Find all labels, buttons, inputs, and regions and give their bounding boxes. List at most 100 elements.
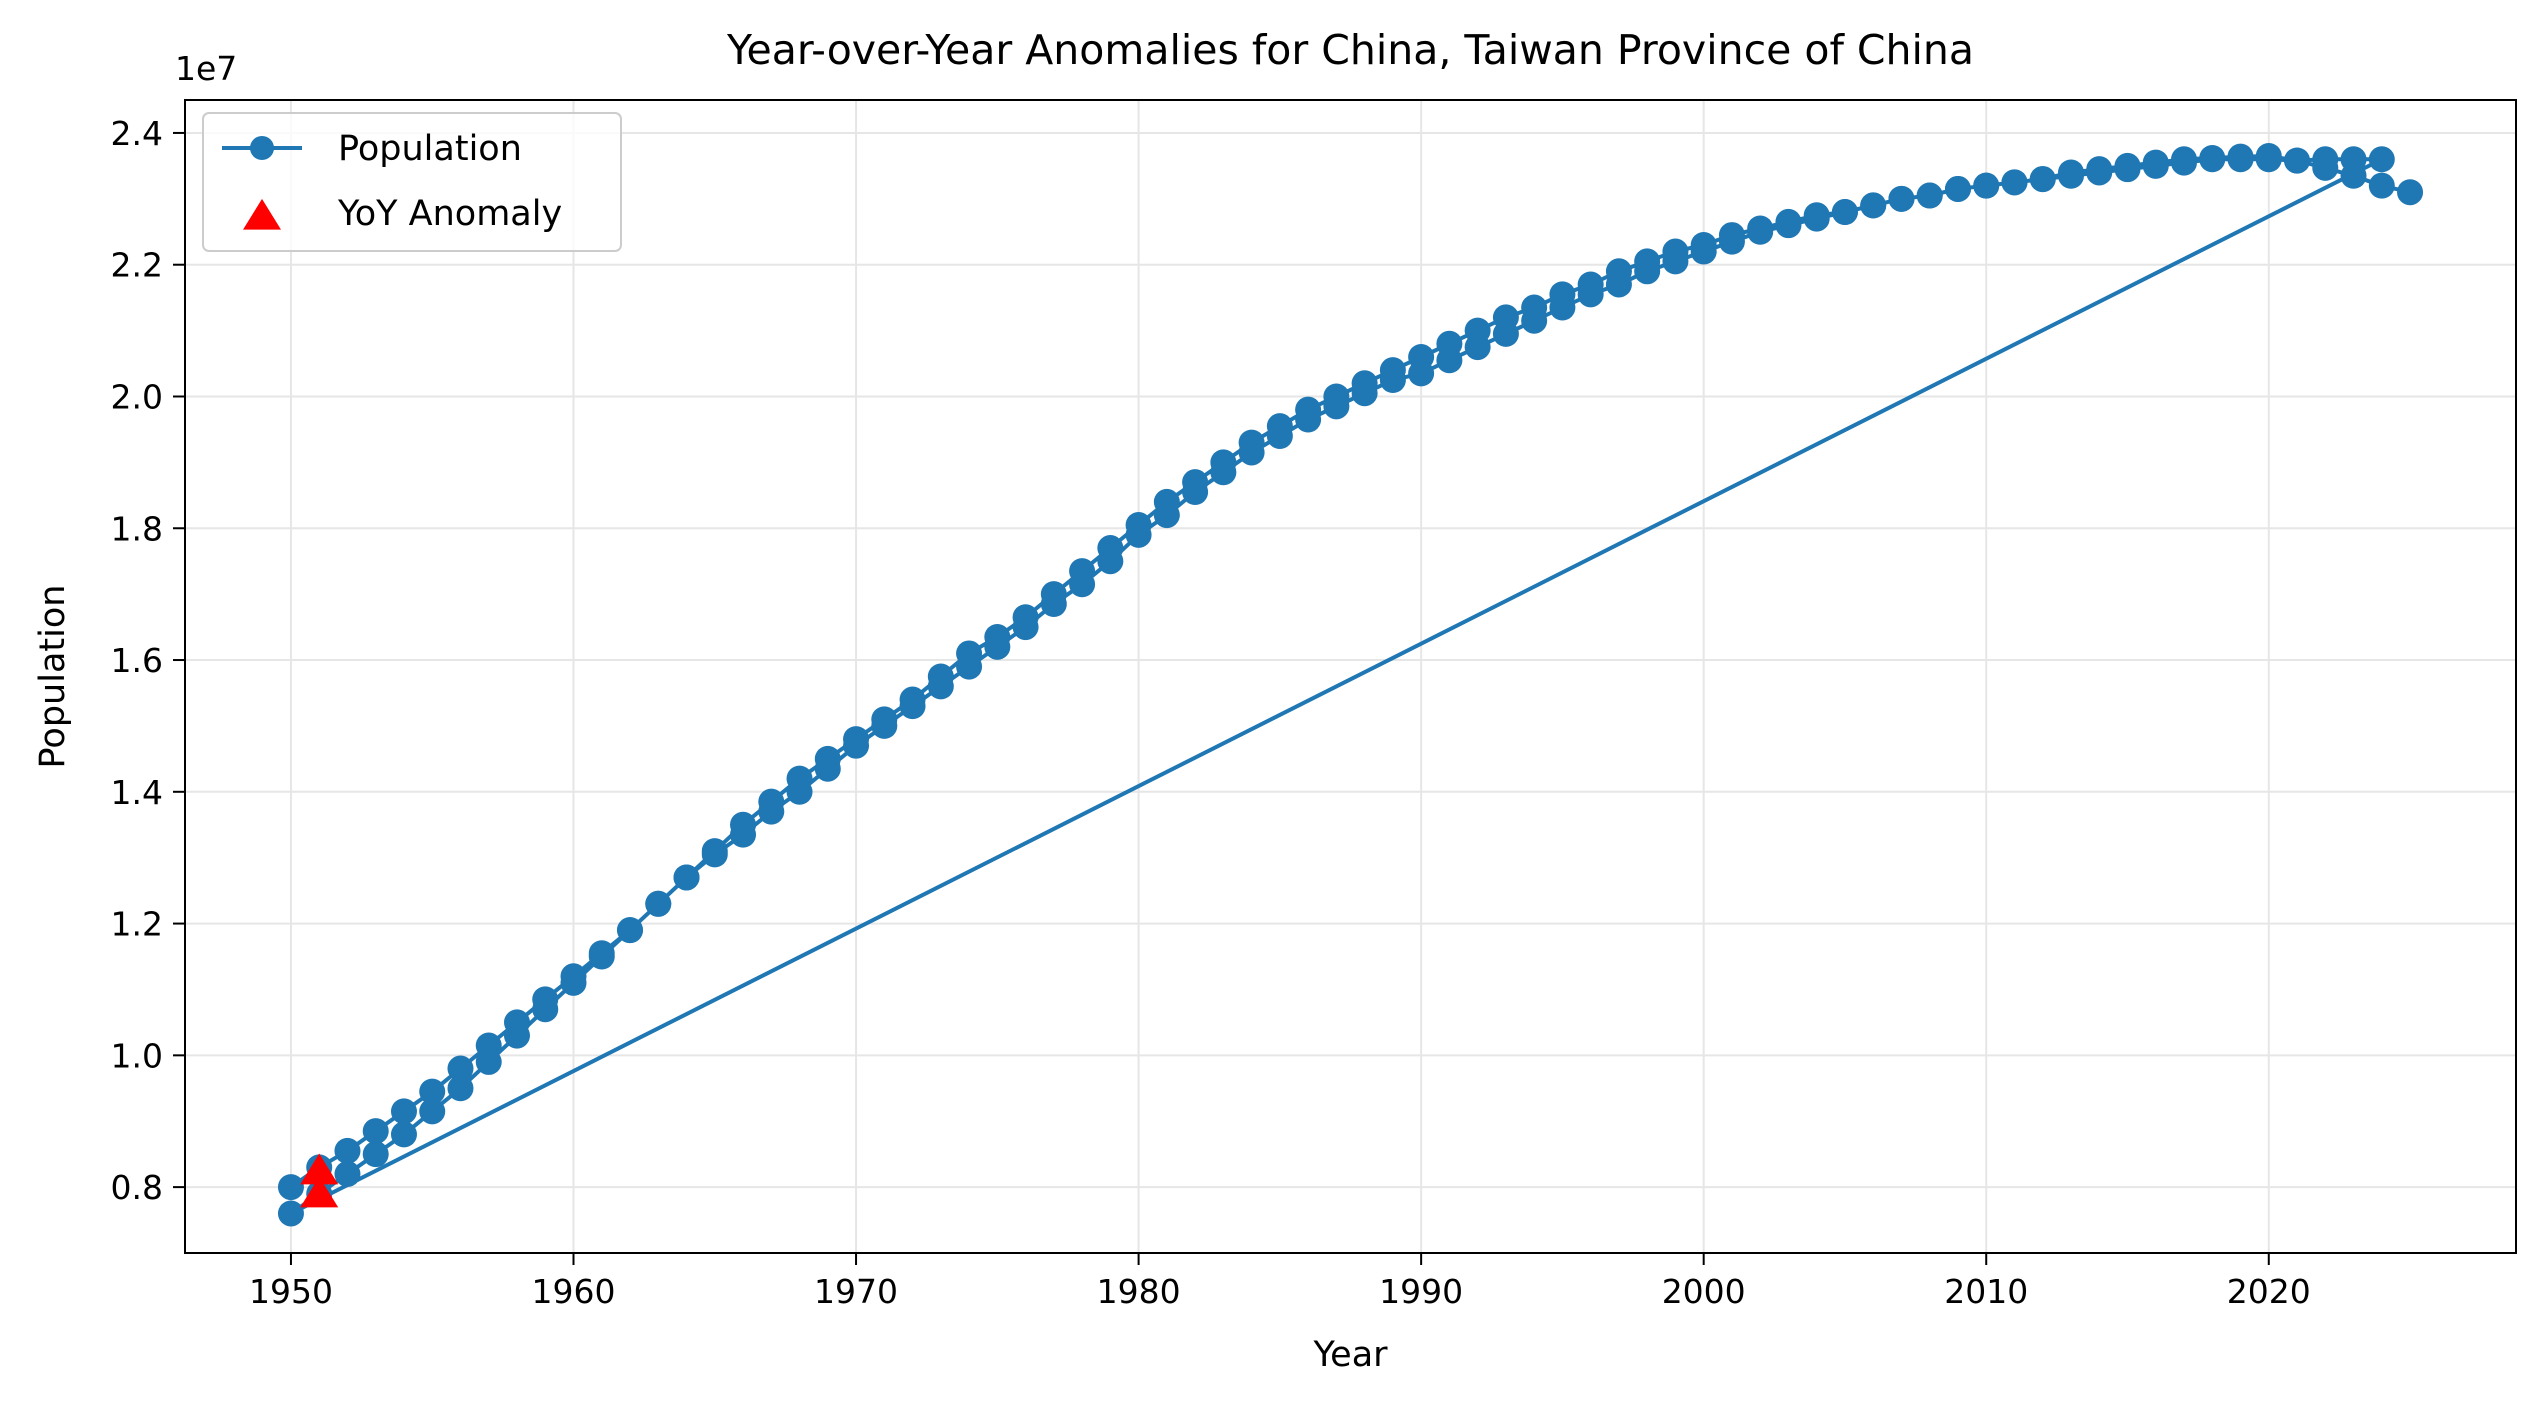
- population-point: [419, 1098, 446, 1125]
- population-point: [701, 841, 728, 868]
- population-point: [1492, 320, 1519, 347]
- population-point: [1521, 307, 1548, 334]
- population-point: [2114, 156, 2141, 183]
- legend-anomaly-swatch: [243, 198, 281, 230]
- population-point: [984, 633, 1011, 660]
- chart-title: Year-over-Year Anomalies for China, Taiw…: [726, 26, 1974, 74]
- population-point: [1379, 367, 1406, 394]
- population-point: [1831, 199, 1858, 226]
- population-point: [617, 917, 644, 944]
- population-point: [1973, 172, 2000, 199]
- population-point: [927, 673, 954, 700]
- population-point: [390, 1098, 417, 1125]
- x-axis-label: Year: [1312, 1335, 1388, 1375]
- population-point: [390, 1121, 417, 1148]
- population-point: [2029, 166, 2056, 193]
- legend-point-mark: [250, 136, 274, 160]
- population-point: [475, 1048, 502, 1075]
- population-point: [277, 1174, 304, 1201]
- y-tick-label: 2.2: [111, 246, 163, 285]
- population-point: [419, 1078, 446, 1105]
- anomaly-point: [300, 1153, 339, 1185]
- y-tick-label: 1.0: [111, 1036, 163, 1075]
- y-axis-offset-label: 1e7: [175, 49, 237, 88]
- population-point: [1860, 192, 1887, 219]
- x-tick-label: 2000: [1662, 1272, 1746, 1311]
- population-point: [843, 732, 870, 759]
- anomaly-point: [300, 1176, 339, 1208]
- population-point: [1351, 380, 1378, 407]
- population-point: [2001, 169, 2028, 196]
- population-point: [362, 1118, 389, 1145]
- legend-population-swatch: [222, 136, 302, 160]
- population-point: [2340, 162, 2367, 189]
- population-point: [503, 1022, 530, 1049]
- population-point: [1182, 479, 1209, 506]
- population-point: [2227, 146, 2254, 173]
- population-point: [2142, 152, 2169, 179]
- population-point: [532, 996, 559, 1023]
- legend: Population YoY Anomaly: [202, 112, 622, 252]
- population-point: [1888, 185, 1915, 212]
- population-point: [1210, 459, 1237, 486]
- population-point: [2199, 146, 2226, 173]
- population-point: [588, 943, 615, 970]
- population-point: [1069, 571, 1096, 598]
- population-point: [1662, 248, 1689, 275]
- population-point: [1012, 614, 1039, 641]
- population-point: [277, 1200, 304, 1227]
- y-tick-label: 2.0: [111, 377, 163, 416]
- y-tick-label: 0.8: [111, 1168, 163, 1207]
- population-point: [1153, 502, 1180, 529]
- legend-anomaly-label: YoY Anomaly: [337, 194, 562, 234]
- population-point: [1464, 334, 1491, 361]
- legend-population-label: Population: [338, 129, 522, 169]
- population-point: [447, 1075, 474, 1102]
- x-axis-ticks: 1950 1960 1970 1980 1990 2000 2010 2020: [249, 1253, 2311, 1311]
- population-point: [1549, 294, 1576, 321]
- population-point: [1295, 406, 1322, 433]
- population-point: [956, 653, 983, 680]
- population-point: [730, 821, 757, 848]
- y-axis-ticks: 0.8 1.0 1.2 1.4 1.6 1.8 2.0 2.2 2.4: [111, 114, 185, 1207]
- x-tick-label: 1980: [1097, 1272, 1181, 1311]
- axes-frame: [184, 99, 2517, 1254]
- population-point: [1803, 205, 1830, 232]
- population-point: [2086, 159, 2113, 186]
- x-tick-label: 2020: [2227, 1272, 2311, 1311]
- population-point: [1125, 521, 1152, 548]
- population-point: [447, 1055, 474, 1082]
- population-point: [1097, 548, 1124, 575]
- population-point: [673, 864, 700, 891]
- y-tick-label: 2.4: [111, 114, 163, 153]
- legend-box: [202, 112, 622, 252]
- population-point: [2368, 172, 2395, 199]
- population-point: [362, 1141, 389, 1168]
- x-tick-label: 1960: [532, 1272, 616, 1311]
- population-point: [2284, 147, 2311, 174]
- population-point: [758, 798, 785, 825]
- population-point: [2171, 149, 2198, 176]
- population-point: [1944, 175, 1971, 202]
- y-tick-label: 1.8: [111, 509, 163, 548]
- y-tick-label: 1.6: [111, 641, 163, 680]
- population-point: [2368, 146, 2395, 173]
- population-point: [786, 778, 813, 805]
- population-point: [1775, 212, 1802, 239]
- x-tick-label: 1990: [1379, 1272, 1463, 1311]
- population-point: [560, 969, 587, 996]
- population-point: [1238, 439, 1265, 466]
- population-point: [814, 755, 841, 782]
- x-tick-label: 2010: [1944, 1272, 2028, 1311]
- population-point: [2312, 154, 2339, 181]
- population-point: [899, 693, 926, 720]
- population-point: [1916, 182, 1943, 209]
- population-point: [2057, 162, 2084, 189]
- grid: [185, 100, 2516, 1253]
- population-point: [1690, 238, 1717, 265]
- x-tick-label: 1950: [249, 1272, 333, 1311]
- population-point: [334, 1160, 361, 1187]
- population-point: [1436, 347, 1463, 374]
- population-point: [1323, 393, 1350, 420]
